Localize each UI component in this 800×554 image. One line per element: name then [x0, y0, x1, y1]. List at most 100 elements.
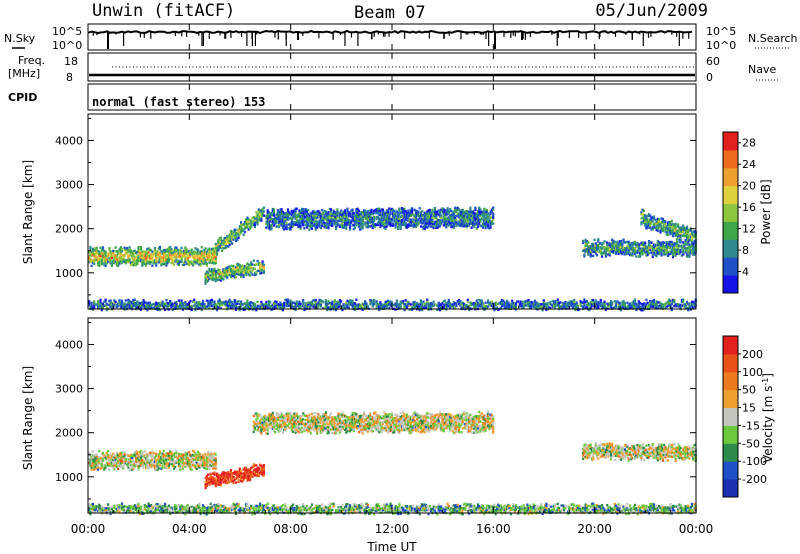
- scatter-pixel: [678, 228, 681, 231]
- scatter-pixel: [622, 250, 625, 253]
- scatter-pixel: [464, 306, 467, 309]
- scatter-pixel: [177, 261, 181, 265]
- scatter-pixel: [416, 214, 419, 217]
- scatter-pixel: [499, 306, 502, 310]
- scatter-pixel: [364, 213, 367, 216]
- scatter-pixel: [665, 225, 668, 228]
- scatter-pixel: [318, 211, 321, 214]
- scatter-pixel: [333, 305, 336, 308]
- scatter-pixel: [286, 298, 290, 301]
- scatter-pixel: [551, 303, 554, 307]
- scatter-pixel: [427, 223, 430, 226]
- scatter-pixel: [202, 260, 205, 263]
- region-lower-arc: [204, 259, 265, 285]
- scatter-pixel: [563, 307, 566, 310]
- scatter-pixel: [223, 273, 226, 276]
- scatter-pixel: [528, 306, 531, 309]
- scatter-pixel: [645, 223, 648, 226]
- scatter-pixel: [279, 303, 282, 306]
- scatter-pixel: [104, 258, 107, 262]
- scatter-pixel: [248, 264, 252, 267]
- scatter-pixel: [279, 222, 282, 225]
- scatter-pixel: [309, 224, 312, 227]
- scatter-pixel: [443, 209, 447, 212]
- scatter-pixel: [614, 252, 618, 255]
- scatter-pixel: [180, 299, 183, 302]
- noise-sky-label: N.Sky: [4, 32, 36, 45]
- scatter-pixel: [196, 450, 200, 454]
- scatter-pixel: [652, 243, 656, 246]
- scatter-pixel: [285, 221, 288, 225]
- scatter-pixel: [247, 306, 250, 309]
- scatter-pixel: [668, 298, 671, 301]
- scatter-pixel: [199, 260, 202, 263]
- power-colorbar-label: Power [dB]: [759, 179, 773, 244]
- scatter-pixel: [246, 218, 249, 221]
- scatter-pixel: [594, 250, 597, 253]
- scatter-pixel: [478, 210, 481, 213]
- scatter-pixel: [682, 226, 685, 229]
- scatter-pixel: [153, 247, 157, 250]
- scatter-pixel: [112, 253, 115, 257]
- scatter-pixel: [631, 242, 634, 245]
- scatter-pixel: [164, 304, 167, 307]
- scatter-pixel: [237, 228, 240, 232]
- scatter-pixel: [237, 300, 240, 303]
- scatter-pixel: [145, 303, 148, 306]
- scatter-pixel: [103, 263, 106, 267]
- scatter-pixel: [592, 244, 595, 248]
- scatter-pixel: [90, 252, 93, 256]
- scatter-pixel: [362, 213, 366, 216]
- scatter-pixel: [237, 263, 240, 266]
- scatter-pixel: [661, 245, 664, 248]
- scatter-pixel: [250, 263, 253, 266]
- scatter-pixel: [404, 214, 407, 217]
- scatter-pixel: [304, 219, 307, 223]
- scatter-pixel: [380, 224, 383, 227]
- scatter-pixel: [243, 269, 246, 272]
- scatter-pixel: [587, 253, 590, 256]
- scatter-pixel: [198, 452, 201, 455]
- scatter-pixel: [570, 300, 573, 304]
- scatter-pixel: [128, 254, 131, 257]
- scatter-pixel: [329, 208, 333, 211]
- scatter-pixel: [267, 302, 271, 305]
- scatter-pixel: [179, 256, 182, 260]
- scatter-pixel: [337, 223, 340, 226]
- scatter-pixel: [574, 304, 577, 308]
- scatter-pixel: [285, 215, 288, 219]
- scatter-pixel: [607, 305, 610, 308]
- scatter-pixel: [117, 250, 120, 253]
- scatter-pixel: [378, 209, 381, 212]
- scatter-pixel: [184, 451, 187, 454]
- scatter-pixel: [118, 299, 121, 302]
- scatter-pixel: [233, 299, 236, 302]
- scatter-pixel: [150, 257, 153, 260]
- scatter-pixel: [402, 207, 405, 211]
- scatter-pixel: [604, 255, 607, 258]
- scatter-pixel: [217, 278, 220, 281]
- scatter-pixel: [120, 459, 124, 463]
- scatter-pixel: [680, 254, 683, 257]
- scatter-pixel: [136, 456, 139, 459]
- scatter-pixel: [232, 238, 235, 241]
- scatter-pixel: [172, 303, 176, 306]
- scatter-pixel: [327, 302, 330, 305]
- scatter-pixel: [324, 214, 328, 217]
- scatter-pixel: [673, 224, 676, 227]
- scatter-pixel: [616, 242, 619, 246]
- scatter-pixel: [352, 219, 355, 223]
- scatter-pixel: [386, 208, 390, 212]
- scatter-pixel: [466, 300, 469, 304]
- scatter-pixel: [616, 246, 619, 250]
- scatter-pixel: [684, 247, 687, 250]
- scatter-pixel: [408, 218, 411, 221]
- scatter-pixel: [228, 304, 231, 308]
- scatter-pixel: [175, 303, 178, 306]
- scatter-pixel: [445, 210, 448, 213]
- scatter-pixel: [663, 223, 666, 227]
- scatter-pixel: [338, 299, 341, 302]
- scatter-pixel: [566, 304, 569, 307]
- scatter-pixel: [251, 306, 254, 309]
- scatter-pixel: [690, 306, 694, 310]
